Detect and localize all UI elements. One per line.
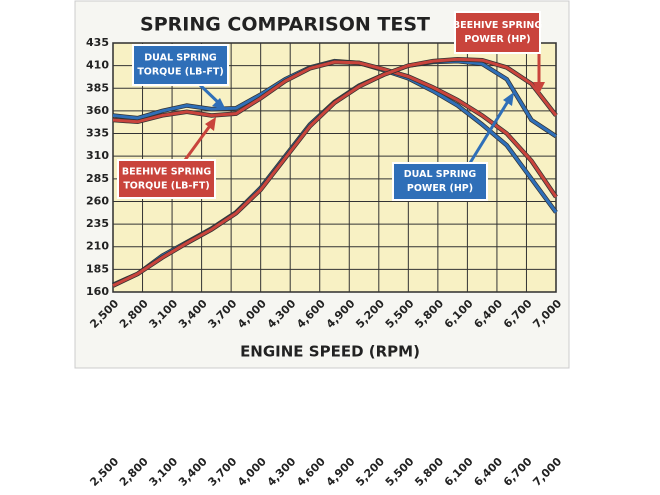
annotation-text: POWER (HP) [464,34,530,45]
x-tick-label: 2,500 [87,455,121,489]
annotation-box [454,11,541,54]
y-tick-label: 210 [86,240,109,253]
x-tick-label: 7,000 [530,455,564,489]
annotation-box [132,44,229,86]
x-tick-label: 6,100 [442,455,476,489]
y-tick-label: 435 [86,36,109,49]
x-tick-label: 5,800 [412,455,446,489]
annotation-box [392,162,488,201]
x-tick-label: 4,900 [324,455,358,489]
x-tick-label: 3,100 [147,455,181,489]
annotation-text: DUAL SPRING [404,169,477,180]
x-tick-label: 6,400 [471,455,505,489]
x-tick-label: 3,400 [176,455,210,489]
y-tick-label: 235 [86,217,109,230]
annotation-text: TORQUE (LB-FT) [137,67,223,78]
annotations: DUAL SPRING TORQUE (LB-FT) BEEHIVE SPRING T… [117,11,542,201]
x-tick-label: 4,300 [265,455,299,489]
repeated-x-labels: 2,5002,8003,1003,4003,7004,0004,3004,600… [87,455,564,489]
annotation-text: TORQUE (LB-FT) [123,181,209,192]
arrowhead [212,98,226,110]
arrowhead [533,82,545,94]
x-tick-label: 4,600 [294,455,328,489]
y-tick-label: 185 [86,262,109,275]
x-tick-label: 5,200 [353,455,387,489]
annotation-text: BEEHIVE SPRING [122,167,211,178]
x-tick-label: 3,700 [206,455,240,489]
series-line [112,57,558,288]
y-tick-label: 335 [86,127,109,140]
x-tick-label: 6,700 [501,455,535,489]
annotation-arrows [183,53,545,164]
y-tick-label: 160 [86,285,109,298]
series-line [112,60,558,198]
y-tick-label: 385 [86,81,109,94]
annotation-box [117,159,216,199]
arrow [183,122,214,161]
annotation-text: DUAL SPRING [144,53,217,64]
lines [112,57,558,288]
arrowhead [503,92,514,106]
y-tick-label: 360 [86,104,109,117]
y-tick-label: 285 [86,172,109,185]
arrow [468,97,512,164]
x-tick-label: 5,500 [383,455,417,489]
annotation-text: POWER (HP) [407,183,473,194]
annotation-text: BEEHIVE SPRING [453,20,542,31]
chart-title: SPRING COMPARISON TEST [140,14,430,36]
y-tick-label: 310 [86,149,109,162]
x-tick-label: 2,800 [117,455,151,489]
x-axis-title: ENGINE SPEED (RPM) [240,343,420,361]
x-tick-label: 4,000 [235,455,269,489]
arrowhead [205,117,216,131]
y-tick-label: 410 [86,59,109,72]
y-tick-label: 260 [86,194,109,207]
